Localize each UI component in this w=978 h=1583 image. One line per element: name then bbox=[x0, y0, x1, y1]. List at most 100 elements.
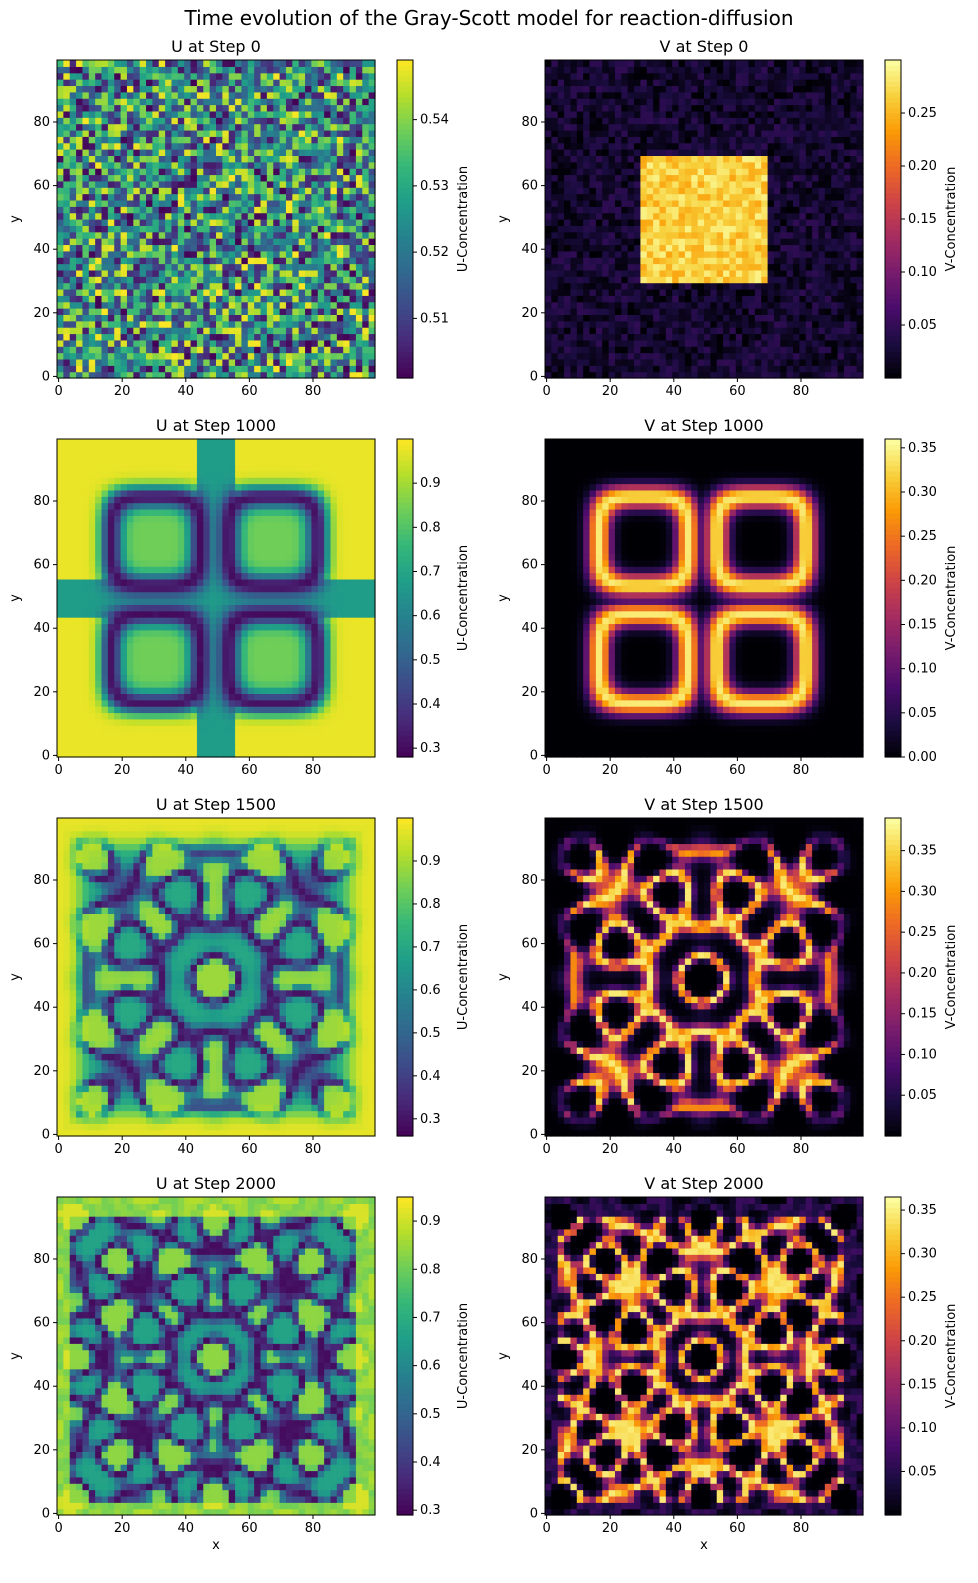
heatmap-cell bbox=[317, 333, 325, 341]
heatmap-cell bbox=[564, 327, 572, 335]
heatmap-cell bbox=[279, 161, 287, 169]
heatmap-cell bbox=[576, 371, 584, 379]
heatmap-cell bbox=[120, 187, 128, 195]
heatmap-cell bbox=[653, 358, 661, 366]
heatmap-cell bbox=[576, 123, 584, 131]
heatmap-cell bbox=[88, 295, 96, 303]
heatmap-cell bbox=[824, 123, 832, 131]
heatmap-cell bbox=[247, 117, 255, 125]
heatmap-cell bbox=[710, 219, 718, 226]
heatmap-cell bbox=[805, 72, 813, 80]
heatmap-cell bbox=[735, 193, 743, 201]
heatmap-cell bbox=[818, 276, 826, 284]
heatmap-cell bbox=[697, 72, 705, 80]
heatmap-cell bbox=[773, 250, 781, 258]
heatmap-cell bbox=[184, 257, 192, 265]
heatmap-cell bbox=[101, 66, 109, 74]
heatmap-cell bbox=[203, 72, 211, 80]
heatmap-cell bbox=[209, 212, 217, 220]
heatmap-cell bbox=[653, 219, 661, 226]
heatmap-cell bbox=[748, 79, 756, 87]
heatmap-cell bbox=[247, 371, 255, 379]
heatmap-cell bbox=[640, 269, 648, 277]
heatmap-cell bbox=[786, 149, 794, 156]
heatmap-cell bbox=[305, 110, 312, 118]
heatmap-cell bbox=[260, 136, 268, 144]
heatmap-cell bbox=[767, 327, 775, 335]
heatmap-cell bbox=[184, 174, 192, 182]
heatmap-cell bbox=[735, 117, 743, 125]
heatmap-cell bbox=[57, 276, 64, 284]
heatmap-cell bbox=[368, 231, 376, 239]
heatmap-cell bbox=[583, 155, 591, 163]
heatmap-cell bbox=[716, 136, 724, 144]
heatmap-cell bbox=[831, 352, 839, 360]
heatmap-cell bbox=[723, 123, 731, 131]
heatmap-cell bbox=[754, 225, 762, 233]
heatmap-cell bbox=[754, 199, 762, 207]
heatmap-cell bbox=[570, 346, 578, 354]
heatmap-cell bbox=[831, 72, 839, 80]
heatmap-cell bbox=[653, 123, 661, 131]
heatmap-cell bbox=[368, 149, 376, 156]
heatmap-cell bbox=[279, 91, 287, 99]
heatmap-cell bbox=[305, 91, 312, 99]
heatmap-cell bbox=[697, 263, 705, 271]
heatmap-cell bbox=[646, 244, 654, 252]
heatmap-cell bbox=[742, 308, 750, 315]
heatmap-cell bbox=[336, 72, 344, 80]
heatmap-cell bbox=[773, 168, 781, 176]
heatmap-cell bbox=[298, 129, 306, 137]
heatmap-cell bbox=[665, 269, 673, 277]
heatmap-cell bbox=[551, 72, 559, 80]
heatmap-cell bbox=[602, 79, 610, 87]
heatmap-cell bbox=[349, 187, 357, 195]
heatmap-cell bbox=[196, 180, 204, 188]
heatmap-cell bbox=[209, 60, 217, 67]
heatmap-cell bbox=[305, 301, 312, 309]
heatmap-cell bbox=[146, 320, 153, 328]
heatmap-cell bbox=[799, 98, 807, 106]
heatmap-cell bbox=[336, 161, 344, 169]
heatmap-cell bbox=[241, 276, 249, 284]
heatmap-cell bbox=[678, 161, 686, 169]
heatmap-cell bbox=[126, 193, 134, 201]
heatmap-cell bbox=[184, 231, 192, 239]
heatmap-cell bbox=[564, 352, 572, 360]
heatmap-cell bbox=[704, 72, 711, 80]
heatmap-cell bbox=[292, 250, 300, 258]
heatmap-cell bbox=[735, 365, 743, 373]
heatmap-cell bbox=[595, 85, 603, 93]
heatmap-cell bbox=[545, 180, 552, 188]
heatmap-cell bbox=[343, 238, 351, 246]
heatmap-cell bbox=[330, 174, 338, 182]
heatmap-cell bbox=[634, 282, 641, 290]
heatmap-cell bbox=[589, 339, 597, 347]
heatmap-cell bbox=[570, 72, 578, 80]
heatmap-cell bbox=[850, 327, 858, 335]
heatmap-cell bbox=[812, 136, 820, 144]
heatmap-cell bbox=[120, 193, 128, 201]
heatmap-cell bbox=[184, 333, 192, 341]
heatmap-cell bbox=[120, 365, 128, 373]
heatmap-cell bbox=[589, 72, 597, 80]
heatmap-cell bbox=[177, 333, 185, 341]
heatmap-cell bbox=[95, 288, 103, 296]
heatmap-cell bbox=[190, 123, 198, 131]
heatmap-cell bbox=[216, 187, 223, 195]
heatmap-cell bbox=[285, 352, 293, 360]
heatmap-cell bbox=[107, 212, 115, 220]
heatmap-cell bbox=[653, 129, 661, 137]
heatmap-cell bbox=[222, 358, 230, 366]
heatmap-cell bbox=[710, 301, 718, 309]
heatmap-cell bbox=[298, 225, 306, 233]
heatmap-cell bbox=[723, 339, 731, 347]
heatmap-cell bbox=[761, 288, 769, 296]
heatmap-cell bbox=[799, 225, 807, 233]
heatmap-cell bbox=[723, 238, 731, 246]
heatmap-cell bbox=[101, 60, 109, 67]
heatmap-cell bbox=[254, 60, 262, 67]
heatmap-cell bbox=[576, 117, 584, 125]
heatmap-cell bbox=[285, 85, 293, 93]
heatmap-cell bbox=[653, 282, 661, 290]
